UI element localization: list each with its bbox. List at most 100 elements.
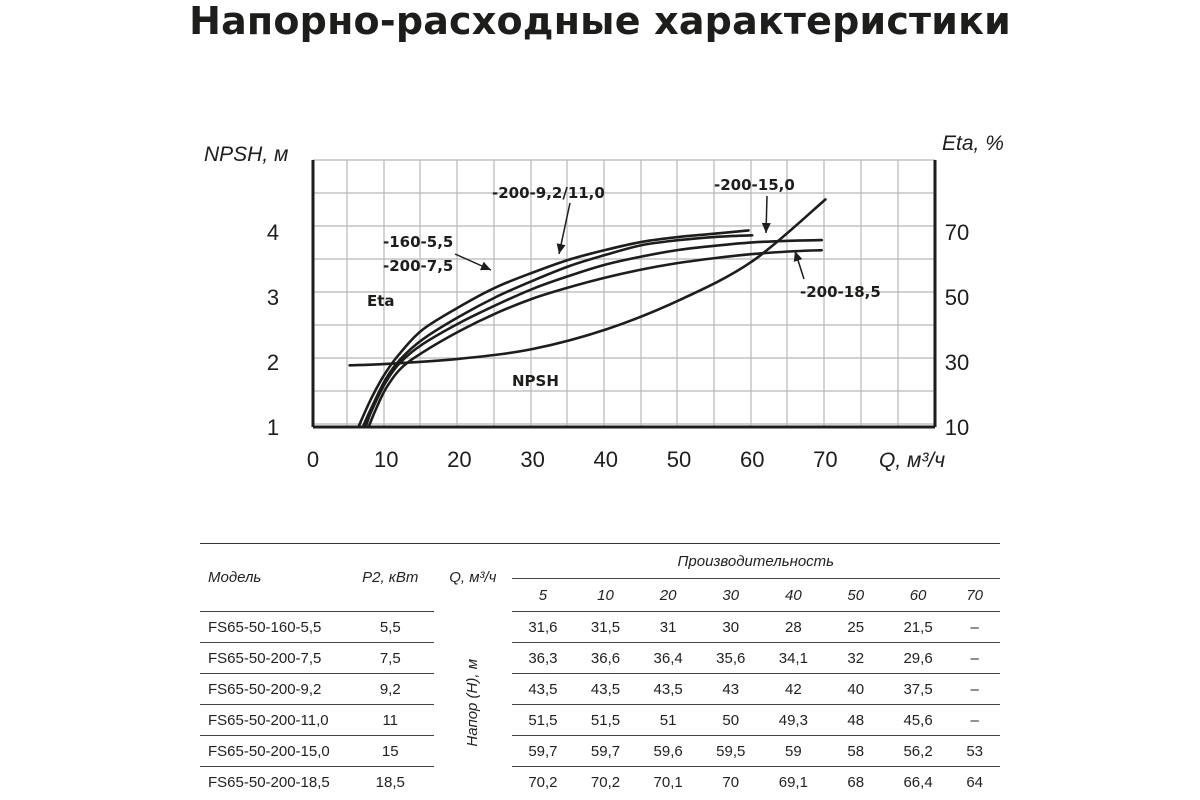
head-value-cell: 25 (824, 611, 887, 643)
curve-200-9-2-11-0 (364, 238, 823, 429)
head-value-cell: 43 (699, 673, 763, 705)
right-tick-label: 10 (945, 415, 969, 440)
head-value-cell: – (949, 704, 1000, 736)
head-value-cell: 48 (824, 704, 887, 736)
q-col-30: 30 (699, 578, 763, 612)
label-200-7-5: -200-7,5 (383, 257, 453, 275)
x-tick-label: 60 (740, 447, 764, 472)
head-value-cell: 50 (699, 704, 763, 736)
left-axis-title: NPSH, м (204, 143, 288, 166)
label-200-9-2-11-0: -200-9,2/11,0 (492, 184, 605, 202)
head-value-cell: – (949, 673, 1000, 705)
power-cell: 5,5 (346, 611, 435, 643)
annotation-arrows (454, 195, 805, 280)
head-value-cell: 40 (824, 673, 887, 705)
head-value-cell: 32 (824, 642, 887, 674)
head-value-cell: 51,5 (574, 704, 637, 736)
right-tick-label: 30 (945, 350, 969, 375)
power-cell: 15 (346, 735, 435, 767)
label-200-15-0: -200-15,0 (714, 176, 795, 194)
curve-160-5-5 (357, 229, 750, 429)
left-tick-label: 3 (267, 285, 279, 310)
head-value-cell: 31,6 (511, 611, 575, 643)
head-value-cell: 59,7 (511, 735, 575, 767)
model-cell: FS65-50-200-9,2 (200, 673, 347, 705)
head-label-cell: Напор (H), м (434, 611, 512, 797)
q-col-20: 20 (636, 578, 700, 612)
left-tick-label: 4 (267, 220, 279, 245)
head-value-cell: 51 (636, 704, 700, 736)
head-value-cell: 21,5 (886, 611, 950, 643)
head-value-cell: 29,6 (886, 642, 950, 674)
head-value-cell: 43,5 (574, 673, 637, 705)
head-value-cell: 66,4 (886, 766, 950, 797)
left-tick-label: 1 (267, 415, 279, 440)
x-tick-label: 20 (447, 447, 471, 472)
curve-200-15-0-200-18-5 (367, 248, 823, 429)
table-row: FS65-50-200-18,5 18,5 70,2 70,2 70,1 70 69,1 68… (200, 766, 1000, 797)
q-col-50: 50 (824, 578, 887, 612)
table-row: FS65-50-200-15,0 15 59,7 59,7 59,6 59,5 59 58 56… (200, 735, 1000, 767)
head-value-cell: 70,2 (511, 766, 575, 797)
table-row: FS65-50-200-9,2 9,2 43,5 43,5 43,5 43 42 40 37,5… (200, 673, 1000, 705)
head-value-cell: 43,5 (511, 673, 575, 705)
head-value-cell: 31,5 (574, 611, 637, 643)
head-value-cell: 59,5 (699, 735, 763, 767)
label-160-5-5: -160-5,5 (383, 233, 453, 251)
table-row: FS65-50-200-7,5 7,5 36,3 36,6 36,4 35,6 34,1 32… (200, 642, 1000, 674)
right-tick-label: 70 (945, 220, 969, 245)
power-cell: 9,2 (346, 673, 435, 705)
page-title: Напорно-расходные характеристики (189, 0, 1011, 43)
head-value-cell: 64 (949, 766, 1000, 797)
power-cell: 18,5 (346, 766, 435, 797)
head-value-cell: 45,6 (886, 704, 950, 736)
q-col-5: 5 (511, 578, 575, 612)
head-value-cell: 35,6 (699, 642, 763, 674)
power-cell: 11 (346, 704, 435, 736)
chart-grid (313, 159, 935, 427)
power-cell: 7,5 (346, 642, 435, 674)
header-q: Q, м³/ч (449, 569, 497, 586)
pump-performance-chart: 1 2 3 4 10 30 50 70 0 10 20 30 40 50 60 70 NPSH, м Eta,… (204, 132, 1004, 472)
head-value-cell: 69,1 (762, 766, 825, 797)
head-value-cell: 30 (699, 611, 763, 643)
head-value-cell: 70 (699, 766, 763, 797)
arrow-200-15-0-head (761, 222, 771, 233)
head-value-cell: 59,7 (574, 735, 637, 767)
model-cell: FS65-50-200-11,0 (200, 704, 347, 736)
head-value-cell: 68 (824, 766, 887, 797)
head-value-cell: 37,5 (886, 673, 950, 705)
arrow-160-5-5-head (480, 261, 491, 271)
chart-axes (311, 160, 937, 429)
curve-200-7-5 (361, 234, 754, 429)
header-p2: P2, кВт (362, 569, 419, 586)
left-tick-label: 2 (267, 350, 279, 375)
head-value-cell: 43,5 (636, 673, 700, 705)
right-axis-title: Eta, % (942, 132, 1004, 155)
model-cell: FS65-50-200-15,0 (200, 735, 347, 767)
specs-table: Модель P2, кВт Q, м³/ч Производительност… (200, 543, 1000, 797)
head-value-cell: 59 (762, 735, 825, 767)
x-tick-label: 0 (307, 447, 319, 472)
arrow-200-9-2-11-0-head (556, 243, 566, 254)
header-performance: Производительность (677, 552, 835, 570)
head-value-cell: 36,4 (636, 642, 700, 674)
x-tick-label: 40 (594, 447, 618, 472)
label-200-18-5: -200-18,5 (800, 283, 881, 301)
arrow-200-18-5-head (793, 251, 803, 262)
head-value-cell: 56,2 (886, 735, 950, 767)
head-value-cell: – (949, 642, 1000, 674)
table-row: FS65-50-160-5,5 5,5 Напор (H), м 31,6 31,5 31… (200, 611, 1000, 797)
label-npsh: NPSH (512, 372, 559, 390)
head-label: Напор (H), м (464, 658, 482, 747)
head-value-cell: – (949, 611, 1000, 643)
head-value-cell: 36,6 (574, 642, 637, 674)
x-tick-label: 70 (813, 447, 837, 472)
head-value-cell: 59,6 (636, 735, 700, 767)
head-value-cell: 34,1 (762, 642, 825, 674)
model-cell: FS65-50-200-18,5 (200, 766, 347, 797)
head-value-cell: 36,3 (511, 642, 575, 674)
q-col-60: 60 (886, 578, 950, 612)
right-tick-label: 50 (945, 285, 969, 310)
q-col-10: 10 (574, 578, 637, 612)
